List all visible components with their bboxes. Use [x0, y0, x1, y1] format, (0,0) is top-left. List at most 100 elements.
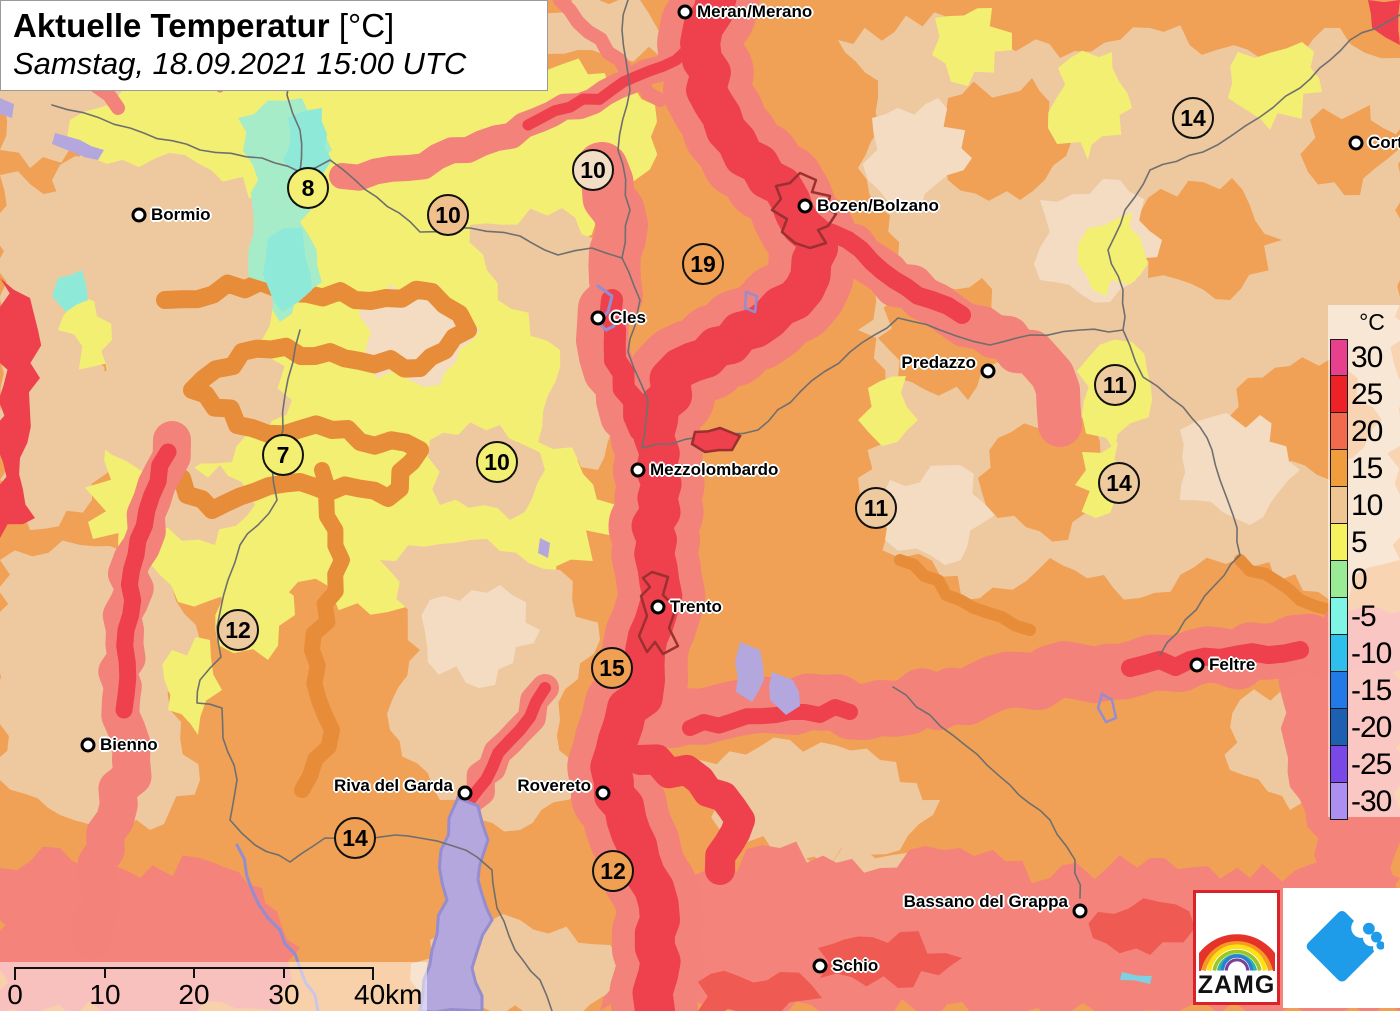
map-subtitle: Samstag, 18.09.2021 15:00 UTC — [13, 46, 467, 81]
legend-swatch — [1330, 487, 1348, 524]
city-label: Cles — [610, 308, 646, 327]
legend-swatch — [1330, 746, 1348, 783]
legend-row: 20 — [1328, 413, 1400, 450]
city-dot-icon — [1189, 657, 1205, 673]
legend-swatch — [1330, 561, 1348, 598]
legend-row: 0 — [1328, 561, 1400, 598]
legend-unit-label: °C — [1359, 309, 1385, 335]
legend-row: 10 — [1328, 487, 1400, 524]
city-dot-icon — [630, 462, 646, 478]
city-label: Cortina — [1368, 133, 1400, 152]
legend-row: -20 — [1328, 709, 1400, 746]
city-label: Bassano del Grappa — [903, 892, 1068, 911]
legend-swatch — [1330, 339, 1348, 376]
legend-row: -25 — [1328, 746, 1400, 783]
map-scalebar: 0 10 20 30 40km — [0, 962, 427, 1011]
legend-value: 10 — [1351, 488, 1383, 522]
scalebar-label: 30 — [268, 979, 300, 1010]
legend-value: 20 — [1351, 414, 1383, 448]
station-temp-value: 10 — [580, 156, 606, 183]
station-temp-value: 11 — [1102, 371, 1128, 398]
station-temp-marker: 14 — [334, 817, 376, 859]
city-dot-icon — [677, 4, 693, 20]
partner-logo — [1283, 888, 1400, 1008]
station-temp-marker: 15 — [591, 647, 633, 689]
station-temp-marker: 11 — [855, 487, 897, 529]
scalebar-ruler — [14, 967, 374, 980]
station-temp-value: 10 — [484, 448, 510, 475]
scalebar-label: 40km — [354, 979, 423, 1010]
legend-value: 0 — [1351, 562, 1368, 596]
station-temp-value: 12 — [600, 857, 626, 884]
legend-value: -10 — [1351, 636, 1392, 670]
legend-swatch — [1330, 524, 1348, 561]
station-temp-marker: 11 — [1094, 364, 1136, 406]
station-temp-value: 12 — [225, 616, 251, 643]
city-dot-icon — [812, 958, 828, 974]
legend-swatch — [1330, 413, 1348, 450]
legend-swatch — [1330, 450, 1348, 487]
legend-row: -30 — [1328, 783, 1400, 820]
scalebar-label: 0 — [7, 979, 23, 1010]
city-dot-icon — [1348, 135, 1364, 151]
legend-row: 5 — [1328, 524, 1400, 561]
station-temp-value: 14 — [1106, 469, 1132, 496]
legend-value: -15 — [1351, 673, 1392, 707]
legend-row: -10 — [1328, 635, 1400, 672]
legend-swatch — [1330, 635, 1348, 672]
legend-swatch — [1330, 598, 1348, 635]
map-title-box: Aktuelle Temperatur [°C] Samstag, 18.09.… — [0, 0, 548, 91]
city-dot-icon — [590, 310, 606, 326]
city-label: Bienno — [100, 735, 158, 754]
legend-value: 15 — [1351, 451, 1383, 485]
legend-value: 5 — [1351, 525, 1368, 559]
city-label: Mezzolombardo — [650, 460, 779, 479]
city-label: Trento — [670, 597, 722, 616]
legend-value: -25 — [1351, 747, 1392, 781]
scalebar-label: 10 — [89, 979, 121, 1010]
legend-value: 30 — [1351, 340, 1383, 374]
station-temp-value: 15 — [599, 654, 625, 681]
station-temp-value: 10 — [435, 201, 461, 228]
legend-swatch — [1330, 376, 1348, 413]
legend-value: -5 — [1351, 599, 1377, 633]
station-temp-value: 14 — [342, 824, 368, 851]
station-temp-marker: 10 — [427, 194, 469, 236]
city-dot-icon — [797, 198, 813, 214]
legend-value: -30 — [1351, 784, 1392, 818]
legend-swatch — [1330, 709, 1348, 746]
city-label: Schio — [832, 956, 879, 975]
legend-scale: 30 25 20 15 10 5 0 -5 -10 -15 -20 -25 -30 — [1328, 339, 1400, 820]
city-dot-icon — [131, 207, 147, 223]
station-temp-value: 7 — [276, 441, 290, 468]
temperature-legend: °C 30 25 20 15 10 5 0 -5 -10 -15 -20 -25 -30 — [1328, 305, 1400, 820]
city-label: Feltre — [1209, 655, 1256, 674]
station-temp-marker: 19 — [682, 243, 724, 285]
scalebar-label: 20 — [178, 979, 210, 1010]
map-title: Aktuelle Temperatur [°C] — [13, 7, 395, 44]
station-temp-marker: 14 — [1098, 462, 1140, 504]
legend-value: -20 — [1351, 710, 1392, 744]
city-label: Bormio — [151, 205, 211, 224]
city-dot-icon — [595, 785, 611, 801]
zamg-rainbow-icon — [1198, 934, 1275, 971]
zamg-wordmark: ZAMG — [1197, 971, 1276, 999]
zamg-logo: ZAMG — [1193, 890, 1280, 1005]
legend-row: 15 — [1328, 450, 1400, 487]
city-label: Rovereto — [517, 776, 591, 795]
mountain-cloud-icon — [1306, 911, 1384, 982]
legend-value: 25 — [1351, 377, 1383, 411]
city-label: Bozen/Bolzano — [817, 196, 939, 215]
city-label: Predazzo — [901, 353, 976, 372]
station-temp-value: 8 — [301, 174, 315, 201]
legend-swatch — [1330, 672, 1348, 709]
legend-row: 30 — [1328, 339, 1400, 376]
city-label: Meran/Merano — [697, 2, 813, 21]
station-temp-value: 14 — [1180, 104, 1206, 131]
legend-swatch — [1330, 783, 1348, 820]
legend-row: -15 — [1328, 672, 1400, 709]
station-temp-value: 11 — [863, 494, 889, 521]
station-temp-marker: 8 — [287, 167, 329, 209]
station-temp-marker: 14 — [1172, 97, 1214, 139]
